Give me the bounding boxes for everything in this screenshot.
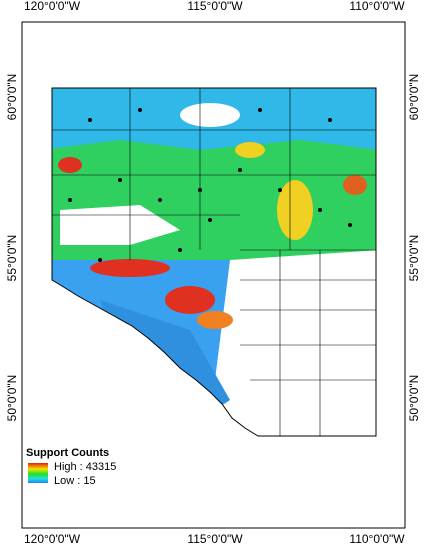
province-boundary [51, 87, 377, 437]
lat-label: 50°0'0"N [5, 375, 19, 422]
legend-low: Low : 15 [54, 475, 96, 487]
lon-label: 115°0'0"W [187, 532, 243, 546]
lat-label: 55°0'0"N [407, 235, 421, 282]
raster [52, 88, 376, 436]
lon-label: 115°0'0"W [187, 0, 243, 13]
lon-label: 110°0'0"W [349, 532, 405, 546]
lat-label: 50°0'0"N [407, 375, 421, 422]
lon-label: 120°0'0"W [24, 0, 81, 13]
legend-high: High : 43315 [54, 461, 116, 473]
map-frame [21, 21, 406, 529]
lat-label: 60°0'0"N [407, 74, 421, 121]
lat-label: 55°0'0"N [5, 235, 19, 282]
municipal-boundaries [52, 88, 376, 436]
lon-label: 110°0'0"W [349, 0, 405, 13]
legend-ramp [28, 463, 48, 483]
lon-label: 120°0'0"W [24, 532, 81, 546]
legend-title: Support Counts [26, 447, 109, 459]
lat-label: 60°0'0"N [5, 74, 19, 121]
